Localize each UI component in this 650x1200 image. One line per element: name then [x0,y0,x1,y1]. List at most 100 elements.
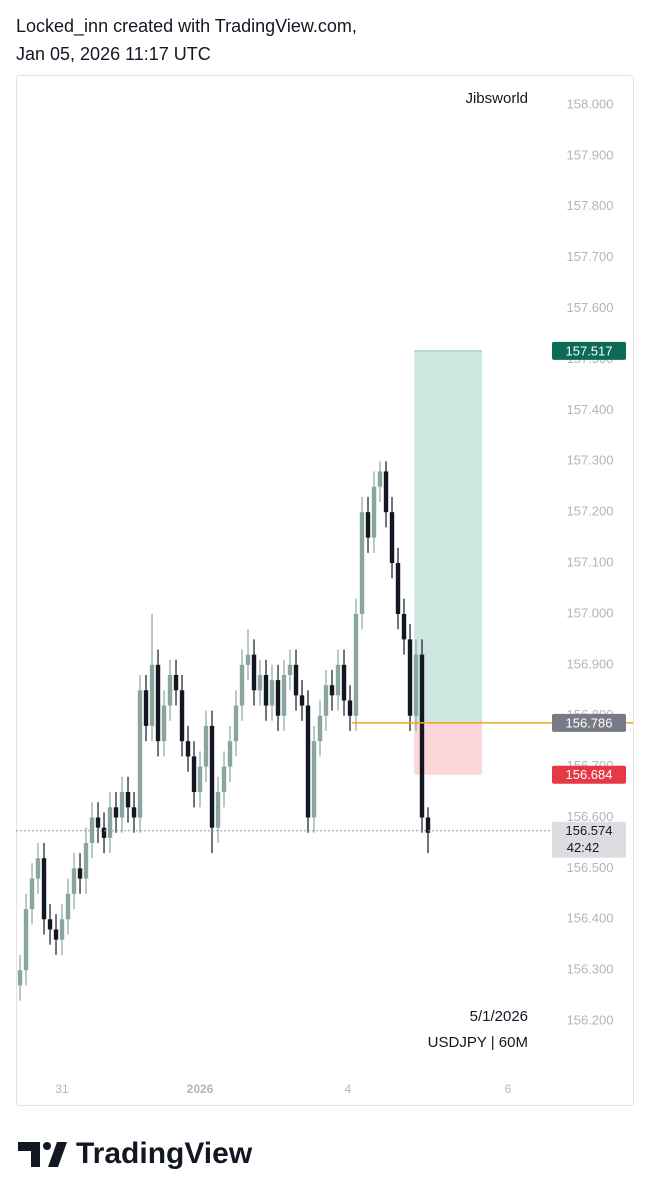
y-tick-label: 156.400 [567,911,614,926]
symbol-label: USDJPY | 60M [428,1034,528,1051]
candle-body [233,705,239,742]
candle-body [377,471,383,487]
candle-body [29,878,35,910]
candle-body [161,705,167,742]
candle-body [65,893,71,920]
candle-body [299,695,305,706]
y-tick-label: 157.900 [567,147,614,162]
y-tick-label: 157.100 [567,554,614,569]
candle-body [347,700,353,716]
candle-body [113,807,119,818]
candle-body [389,512,395,564]
stop-price-tag [552,765,626,784]
candle-body [185,741,191,757]
candle-body [359,512,365,614]
candle-body [245,654,251,665]
y-tick-label: 156.900 [567,656,614,671]
x-tick-label: 6 [505,1082,512,1096]
target-price-tag [552,341,626,360]
candle-body [155,664,161,742]
y-tick-label: 157.000 [567,605,614,620]
candle-body [89,817,95,843]
candle-body [221,766,227,793]
y-tick-label: 157.800 [567,198,614,213]
candle-body [191,756,197,793]
candle-body [131,807,137,818]
candle-body [275,680,281,716]
header-line: Jan 05, 2026 11:17 UTC [16,44,211,64]
candle-body [365,512,371,538]
y-tick-label: 157.200 [567,504,614,519]
x-tick-label: 4 [345,1082,352,1096]
y-tick-label: 156.300 [567,962,614,977]
candle-body [227,741,233,767]
candle-body [41,858,47,920]
x-tick-label: 31 [55,1082,69,1096]
candle-body [35,858,41,879]
candle-body [401,613,407,640]
candle-body [83,842,89,879]
candle-body [239,664,245,706]
countdown-label: 42:42 [567,840,600,855]
entry-price-label: 156.786 [566,715,613,730]
candle-body [419,654,425,818]
candle-body [107,807,113,838]
candle-body [209,725,215,828]
candle-body [77,868,83,879]
candle-body [329,685,335,696]
candle-body [119,792,125,818]
candle-body [167,675,173,706]
y-tick-label: 157.300 [567,453,614,468]
candle-body [101,827,107,838]
candle-body [53,929,59,940]
candle-body [143,690,149,726]
candle-body [95,817,101,828]
candle-body [341,664,347,701]
last-price-label: 156.574 [566,823,613,838]
candle-body [335,664,341,696]
y-tick-label: 157.600 [567,300,614,315]
candle-body [407,639,413,716]
candle-body [305,705,311,818]
candle-body [149,664,155,726]
y-tick-label: 158.000 [567,96,614,111]
candle-body [293,664,299,696]
stop-price-label: 156.684 [566,767,613,782]
candle-body [47,919,53,930]
entry-price-tag [552,713,626,732]
candle-body [371,486,377,538]
candle-body [263,675,269,706]
candle-body [137,690,143,818]
candle-body [281,675,287,716]
candle-body [71,868,77,894]
candle-body [323,685,329,716]
watermark: Jibsworld [465,90,528,107]
candle-body [179,690,185,742]
date-note: 5/1/2026 [470,1008,528,1025]
y-tick-label: 157.700 [567,249,614,264]
candle-body [353,613,359,716]
candle-body [125,792,131,808]
y-tick-label: 156.600 [567,809,614,824]
logo-text: TradingView [76,1137,253,1170]
candle-body [413,654,419,716]
candle-body [203,725,209,767]
candle-body [269,680,275,706]
candle-body [383,471,389,513]
candle-body [311,741,317,818]
target-zone [414,350,483,723]
x-tick-label: 2026 [187,1082,214,1096]
candle-body [425,817,431,833]
candle-body [23,909,29,971]
y-tick-label: 157.400 [567,402,614,417]
candle-body [395,563,401,614]
last-price-tag [552,821,626,858]
candle-body [173,675,179,691]
candle-body [317,715,323,742]
candle-body [287,664,293,675]
candle-body [17,970,23,986]
candle-body [257,675,263,691]
target-price-label: 157.517 [566,343,613,358]
